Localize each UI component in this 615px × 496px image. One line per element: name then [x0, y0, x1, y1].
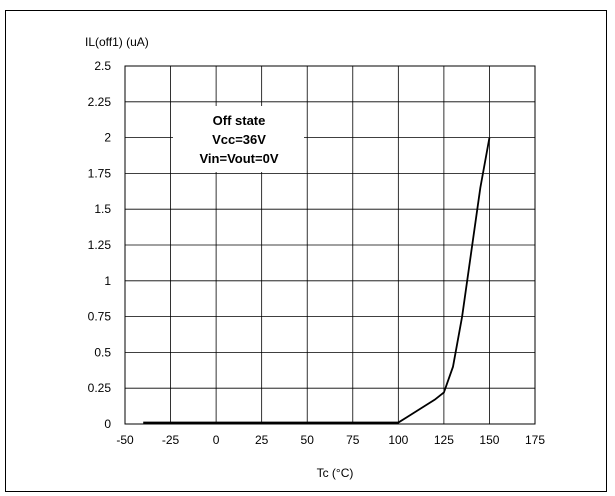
y-axis-title: IL(off1) (uA) [85, 35, 149, 49]
x-axis-title: Tc (°C) [317, 466, 354, 480]
x-tick-label: 175 [525, 433, 545, 447]
annotation-box: Off state Vcc=36V Vin=Vout=0V [173, 106, 304, 172]
annotation-line-3: Vin=Vout=0V [200, 151, 279, 166]
y-tick-label: 0 [104, 417, 111, 431]
x-tick-label: 50 [301, 433, 315, 447]
x-tick-label: 25 [255, 433, 269, 447]
y-tick-label: 1.25 [88, 238, 112, 252]
x-tick-label: 0 [213, 433, 220, 447]
x-tick-label: 75 [346, 433, 360, 447]
plot-area-border [124, 65, 536, 425]
x-tick-label: -25 [162, 433, 180, 447]
y-tick-label: 2 [104, 131, 111, 145]
series-line [143, 137, 491, 424]
y-tick-label: 1.5 [94, 202, 111, 216]
chart-frame [5, 10, 607, 492]
x-tick-label: 150 [479, 433, 499, 447]
annotation-background [173, 106, 304, 172]
y-tick-label: 1.75 [88, 166, 112, 180]
annotation-line-1: Off state [213, 113, 266, 128]
y-tick-label: 2.25 [88, 95, 112, 109]
x-tick-label: 100 [388, 433, 408, 447]
x-tick-label: -50 [116, 433, 134, 447]
y-tick-label: 2.5 [94, 59, 111, 73]
grid-lines [124, 65, 536, 425]
tick-labels: -50 -25 0 25 50 75 100 125 150 175 0 0.25 0.5 0.75 1 1.… [88, 59, 546, 447]
y-tick-label: 1 [104, 274, 111, 288]
annotation-line-2: Vcc=36V [212, 132, 266, 147]
x-tick-label: 125 [434, 433, 454, 447]
y-tick-label: 0.25 [88, 381, 112, 395]
y-tick-label: 0.75 [88, 310, 112, 324]
y-tick-label: 0.5 [94, 345, 111, 359]
series-layer [143, 137, 491, 424]
